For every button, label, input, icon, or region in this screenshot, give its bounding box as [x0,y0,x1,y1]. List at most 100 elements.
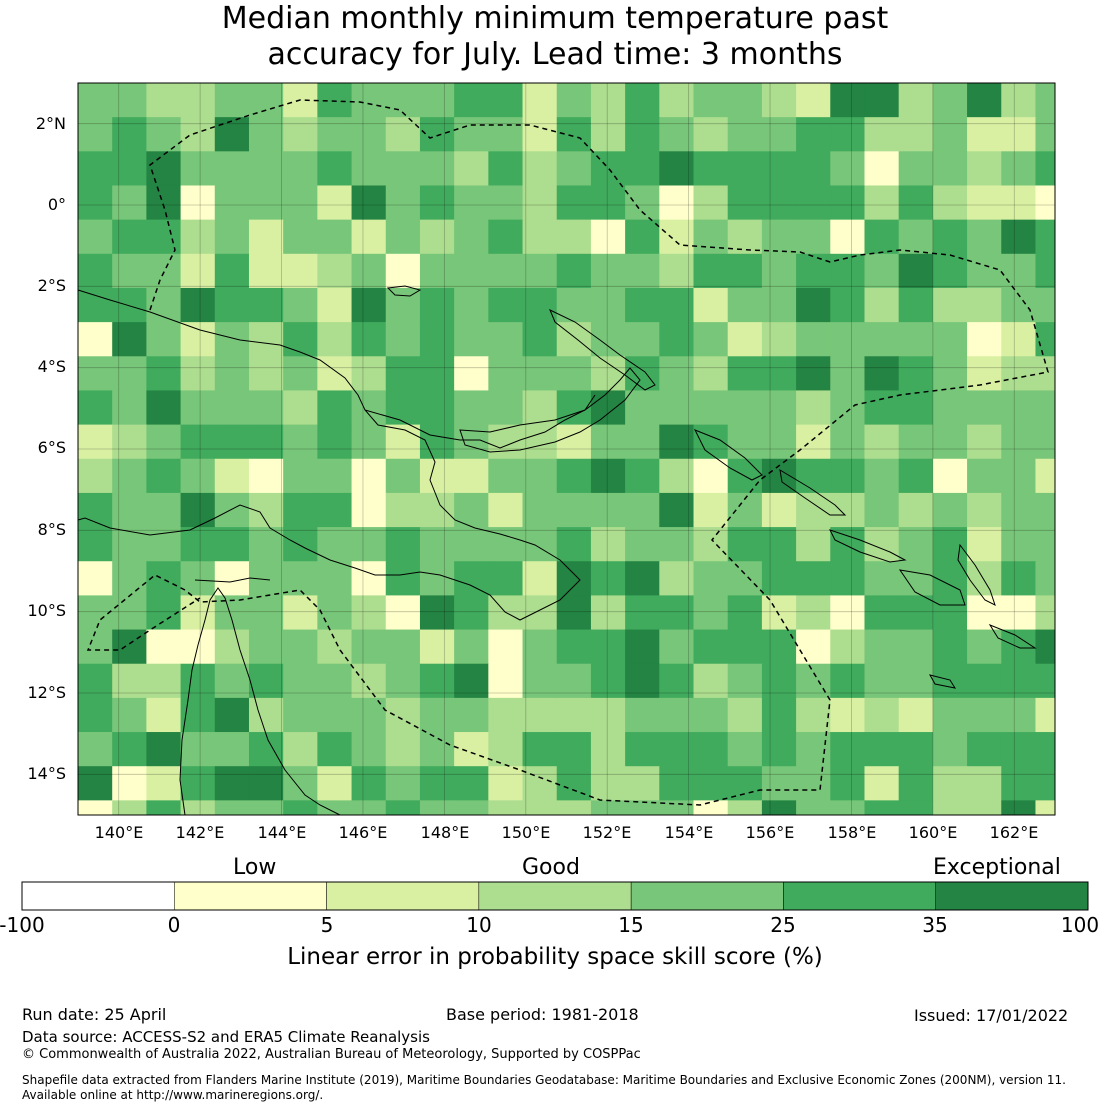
skill-cell [556,492,592,528]
skill-cell [796,219,831,255]
skill-cell [180,83,216,118]
skill-cell [351,322,387,357]
skill-cell [146,356,182,391]
skill-cell [78,663,113,699]
skill-cell [625,732,660,767]
skill-cell [112,253,147,289]
skill-cell [317,527,353,562]
skill-cell [214,185,250,221]
skill-cell [898,219,934,255]
skill-cell [556,629,592,665]
skill-cell [488,629,524,665]
skill-cell [1001,595,1036,631]
skill-cell [693,83,729,118]
map-gridlines [78,83,1055,815]
skill-cell [351,527,387,562]
skill-cell [625,424,660,460]
skill-cell [864,766,900,801]
skill-cell [1001,766,1036,801]
skill-cell [146,629,182,665]
skill-cell [761,219,797,255]
skill-cell [830,527,865,562]
skill-cell [830,458,865,494]
skill-cell [967,390,1002,426]
skill-cell [214,732,250,767]
skill-cell [214,424,250,460]
skill-cell [78,732,113,767]
skill-cell [146,595,182,631]
lat-tick-10s: 10°S [27,601,66,620]
skill-cell [932,629,968,665]
skill-cell [898,561,934,596]
skill-cell [967,117,1002,152]
skill-cell [317,185,353,221]
skill-cell [727,697,763,733]
skill-cell [317,253,353,289]
skill-cell [898,766,934,801]
skill-cell [761,492,797,528]
skill-cell [898,527,934,562]
skill-cell [898,492,934,528]
skill-cell [830,322,865,357]
skill-cell [248,629,284,665]
skill-cell [385,561,421,596]
skill-cell [78,219,113,255]
skill-cell [898,117,934,152]
skill-cell [796,527,831,562]
skill-cell [454,766,489,801]
skill-cell [761,800,797,816]
skill-cell [454,219,489,255]
skill-cell [283,151,318,186]
coastline-malaita [957,543,996,606]
skill-cell [146,800,182,816]
skill-cell [830,800,865,816]
skill-cell [214,356,250,391]
colorbar-tick-0: 0 [167,913,181,937]
skill-cell [1001,185,1036,221]
skill-cell [967,492,1002,528]
skill-cell [1035,732,1056,767]
skill-cell [932,424,968,460]
skill-cell [522,253,558,289]
skill-cell [146,390,182,426]
skill-cell [112,663,147,699]
skill-cell [317,800,353,816]
skill-cell [522,629,558,665]
eez-boundary-png [86,99,1049,806]
skill-cell [625,322,660,357]
skill-cell [488,219,524,255]
skill-cell [317,322,353,357]
skill-cell [317,766,353,801]
skill-cell [830,151,865,186]
skill-cell [1035,117,1056,152]
skill-cell [351,561,387,596]
skill-cell [864,800,900,816]
skill-cell [385,390,421,426]
skill-cell [932,287,968,323]
skill-cell [932,492,968,528]
skill-cell [112,527,147,562]
skill-cell [488,185,524,221]
skill-cell [248,424,284,460]
skill-cell [864,732,900,767]
skill-cell [419,117,455,152]
skill-cell [214,390,250,426]
skill-cell [659,117,695,152]
skill-cell [625,595,660,631]
skill-cell [556,595,592,631]
skill-cell [522,458,558,494]
skill-cell [214,151,250,186]
skill-cell [864,492,900,528]
lon-tick-162e: 162°E [989,823,1039,842]
skill-cell [830,287,865,323]
skill-cell [385,492,421,528]
skill-cell [932,697,968,733]
skill-cell [488,663,524,699]
skill-cell [590,766,626,801]
skill-cell [214,492,250,528]
skill-cell [590,390,626,426]
skill-cell [180,151,216,186]
skill-cell [351,117,387,152]
map-title-line-2: accuracy for July. Lead time: 3 months [267,37,843,72]
